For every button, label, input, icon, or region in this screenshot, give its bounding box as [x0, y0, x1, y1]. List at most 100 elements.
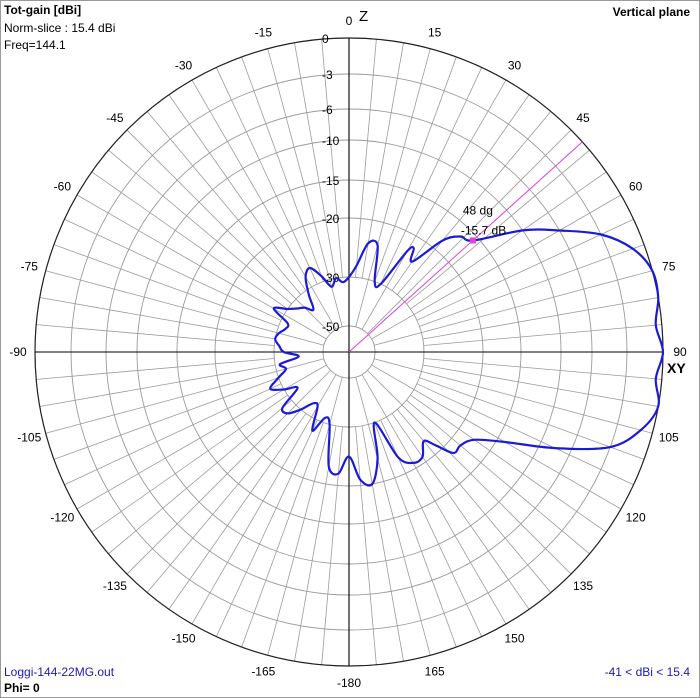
grid-spoke — [423, 358, 662, 380]
grid-spoke — [321, 426, 343, 665]
grid-spoke — [361, 425, 404, 662]
pattern-curve — [269, 228, 665, 487]
grid-spoke — [267, 48, 343, 327]
grid-spoke — [108, 149, 292, 305]
grid-spoke — [355, 377, 431, 656]
grid-spoke — [374, 56, 457, 282]
phi-label: Phi= 0 — [4, 681, 40, 695]
range-label: -41 < dBi < 15.4 — [604, 665, 690, 679]
filename-label: Loggi-144-22MG.out — [4, 665, 115, 679]
grid-spoke — [410, 171, 607, 310]
angle-tick-label: 15 — [428, 25, 442, 39]
grid-spoke — [374, 270, 653, 346]
grid-spoke — [321, 39, 343, 278]
grid-spoke — [91, 171, 288, 310]
angle-tick-label: 60 — [629, 180, 643, 194]
grid-spoke — [36, 324, 275, 346]
grid-spoke — [419, 377, 645, 460]
ring-db-label: -6 — [322, 103, 333, 117]
norm-slice-label: Norm-slice : 15.4 dBi — [4, 21, 116, 35]
ring-db-label: 0 — [322, 32, 329, 46]
grid-spoke — [422, 297, 659, 340]
grid-spoke — [36, 358, 275, 380]
angle-tick-label: 150 — [504, 632, 524, 646]
angle-tick-label: -120 — [50, 511, 74, 525]
grid-spoke — [108, 399, 292, 555]
angle-tick-label: -75 — [21, 259, 39, 273]
grid-spoke — [64, 218, 282, 321]
grid-spoke — [45, 270, 324, 346]
marker-point — [469, 237, 476, 244]
angle-tick-label: -60 — [54, 180, 72, 194]
grid-spoke — [419, 244, 645, 327]
angle-tick-label: -105 — [17, 431, 41, 445]
grid-spoke — [126, 370, 331, 575]
grid-spoke — [367, 370, 572, 575]
grid-spoke — [168, 94, 307, 291]
angle-tick-label: 0 — [346, 14, 353, 28]
grid-spoke — [355, 48, 431, 327]
grid-spoke — [380, 67, 483, 285]
grid-spoke — [391, 94, 530, 291]
grid-spoke — [422, 364, 659, 407]
z-axis-label: Z — [359, 8, 369, 25]
grid-spoke — [374, 422, 457, 648]
ring-db-label: -50 — [322, 320, 340, 334]
grid-spoke — [423, 324, 662, 346]
marker-value-label: -15.7 dB — [461, 223, 506, 237]
xy-axis-label: XY — [667, 360, 686, 376]
grid-spoke — [416, 218, 634, 321]
grid-spoke — [91, 394, 288, 533]
marker-angle-label: 48 dg — [463, 203, 493, 217]
grid-spoke — [267, 377, 343, 656]
grid-spoke — [371, 364, 622, 510]
angle-tick-label: -150 — [171, 632, 195, 646]
angle-tick-label: 45 — [576, 111, 590, 125]
grid-spoke — [191, 374, 337, 625]
freq-label: Freq=144.1 — [4, 38, 66, 52]
grid-spoke — [39, 364, 276, 407]
angle-tick-label: 30 — [508, 58, 522, 72]
grid-spoke — [294, 42, 337, 279]
grid-spoke — [416, 383, 634, 486]
angle-tick-label: -90 — [9, 345, 27, 359]
grid-spoke — [76, 194, 327, 340]
grid-spoke — [361, 374, 507, 625]
angle-tick-label: 90 — [673, 345, 687, 359]
grid-spoke — [126, 129, 331, 334]
grid-spoke — [241, 56, 324, 282]
plane-label: Vertical plane — [612, 5, 690, 19]
grid-spoke — [146, 111, 302, 295]
grid-spoke — [241, 422, 324, 648]
angle-tick-label: -30 — [175, 58, 193, 72]
grid-spoke — [215, 67, 318, 285]
grid-spoke — [53, 244, 279, 327]
angle-tick-label: -165 — [251, 665, 275, 679]
grid-spoke — [146, 409, 302, 593]
grid-spoke — [45, 358, 324, 434]
ring-db-label: -3 — [322, 68, 333, 82]
ring-db-label: -20 — [322, 212, 340, 226]
angle-tick-label: -180 — [337, 676, 361, 690]
angle-tick-label: 165 — [425, 665, 445, 679]
grid-spoke — [168, 413, 307, 610]
grid-spoke — [191, 79, 337, 330]
grid-spoke — [355, 39, 377, 278]
grid-spoke — [396, 409, 552, 593]
angle-tick-label: 105 — [659, 431, 679, 445]
grid-spoke — [410, 394, 607, 533]
grid-spoke — [39, 297, 276, 340]
grid-spoke — [374, 358, 653, 434]
angle-tick-label: 75 — [662, 259, 676, 273]
grid-spoke — [64, 383, 282, 486]
angle-tick-label: 120 — [626, 511, 646, 525]
chart-title: Tot-gain [dBi] — [4, 3, 82, 17]
marker-line — [348, 141, 583, 353]
grid-spoke — [406, 399, 590, 555]
angle-tick-label: -15 — [255, 25, 273, 39]
grid-spoke — [53, 377, 279, 460]
angle-tick-label: 135 — [573, 579, 593, 593]
grid-spoke — [215, 419, 318, 637]
